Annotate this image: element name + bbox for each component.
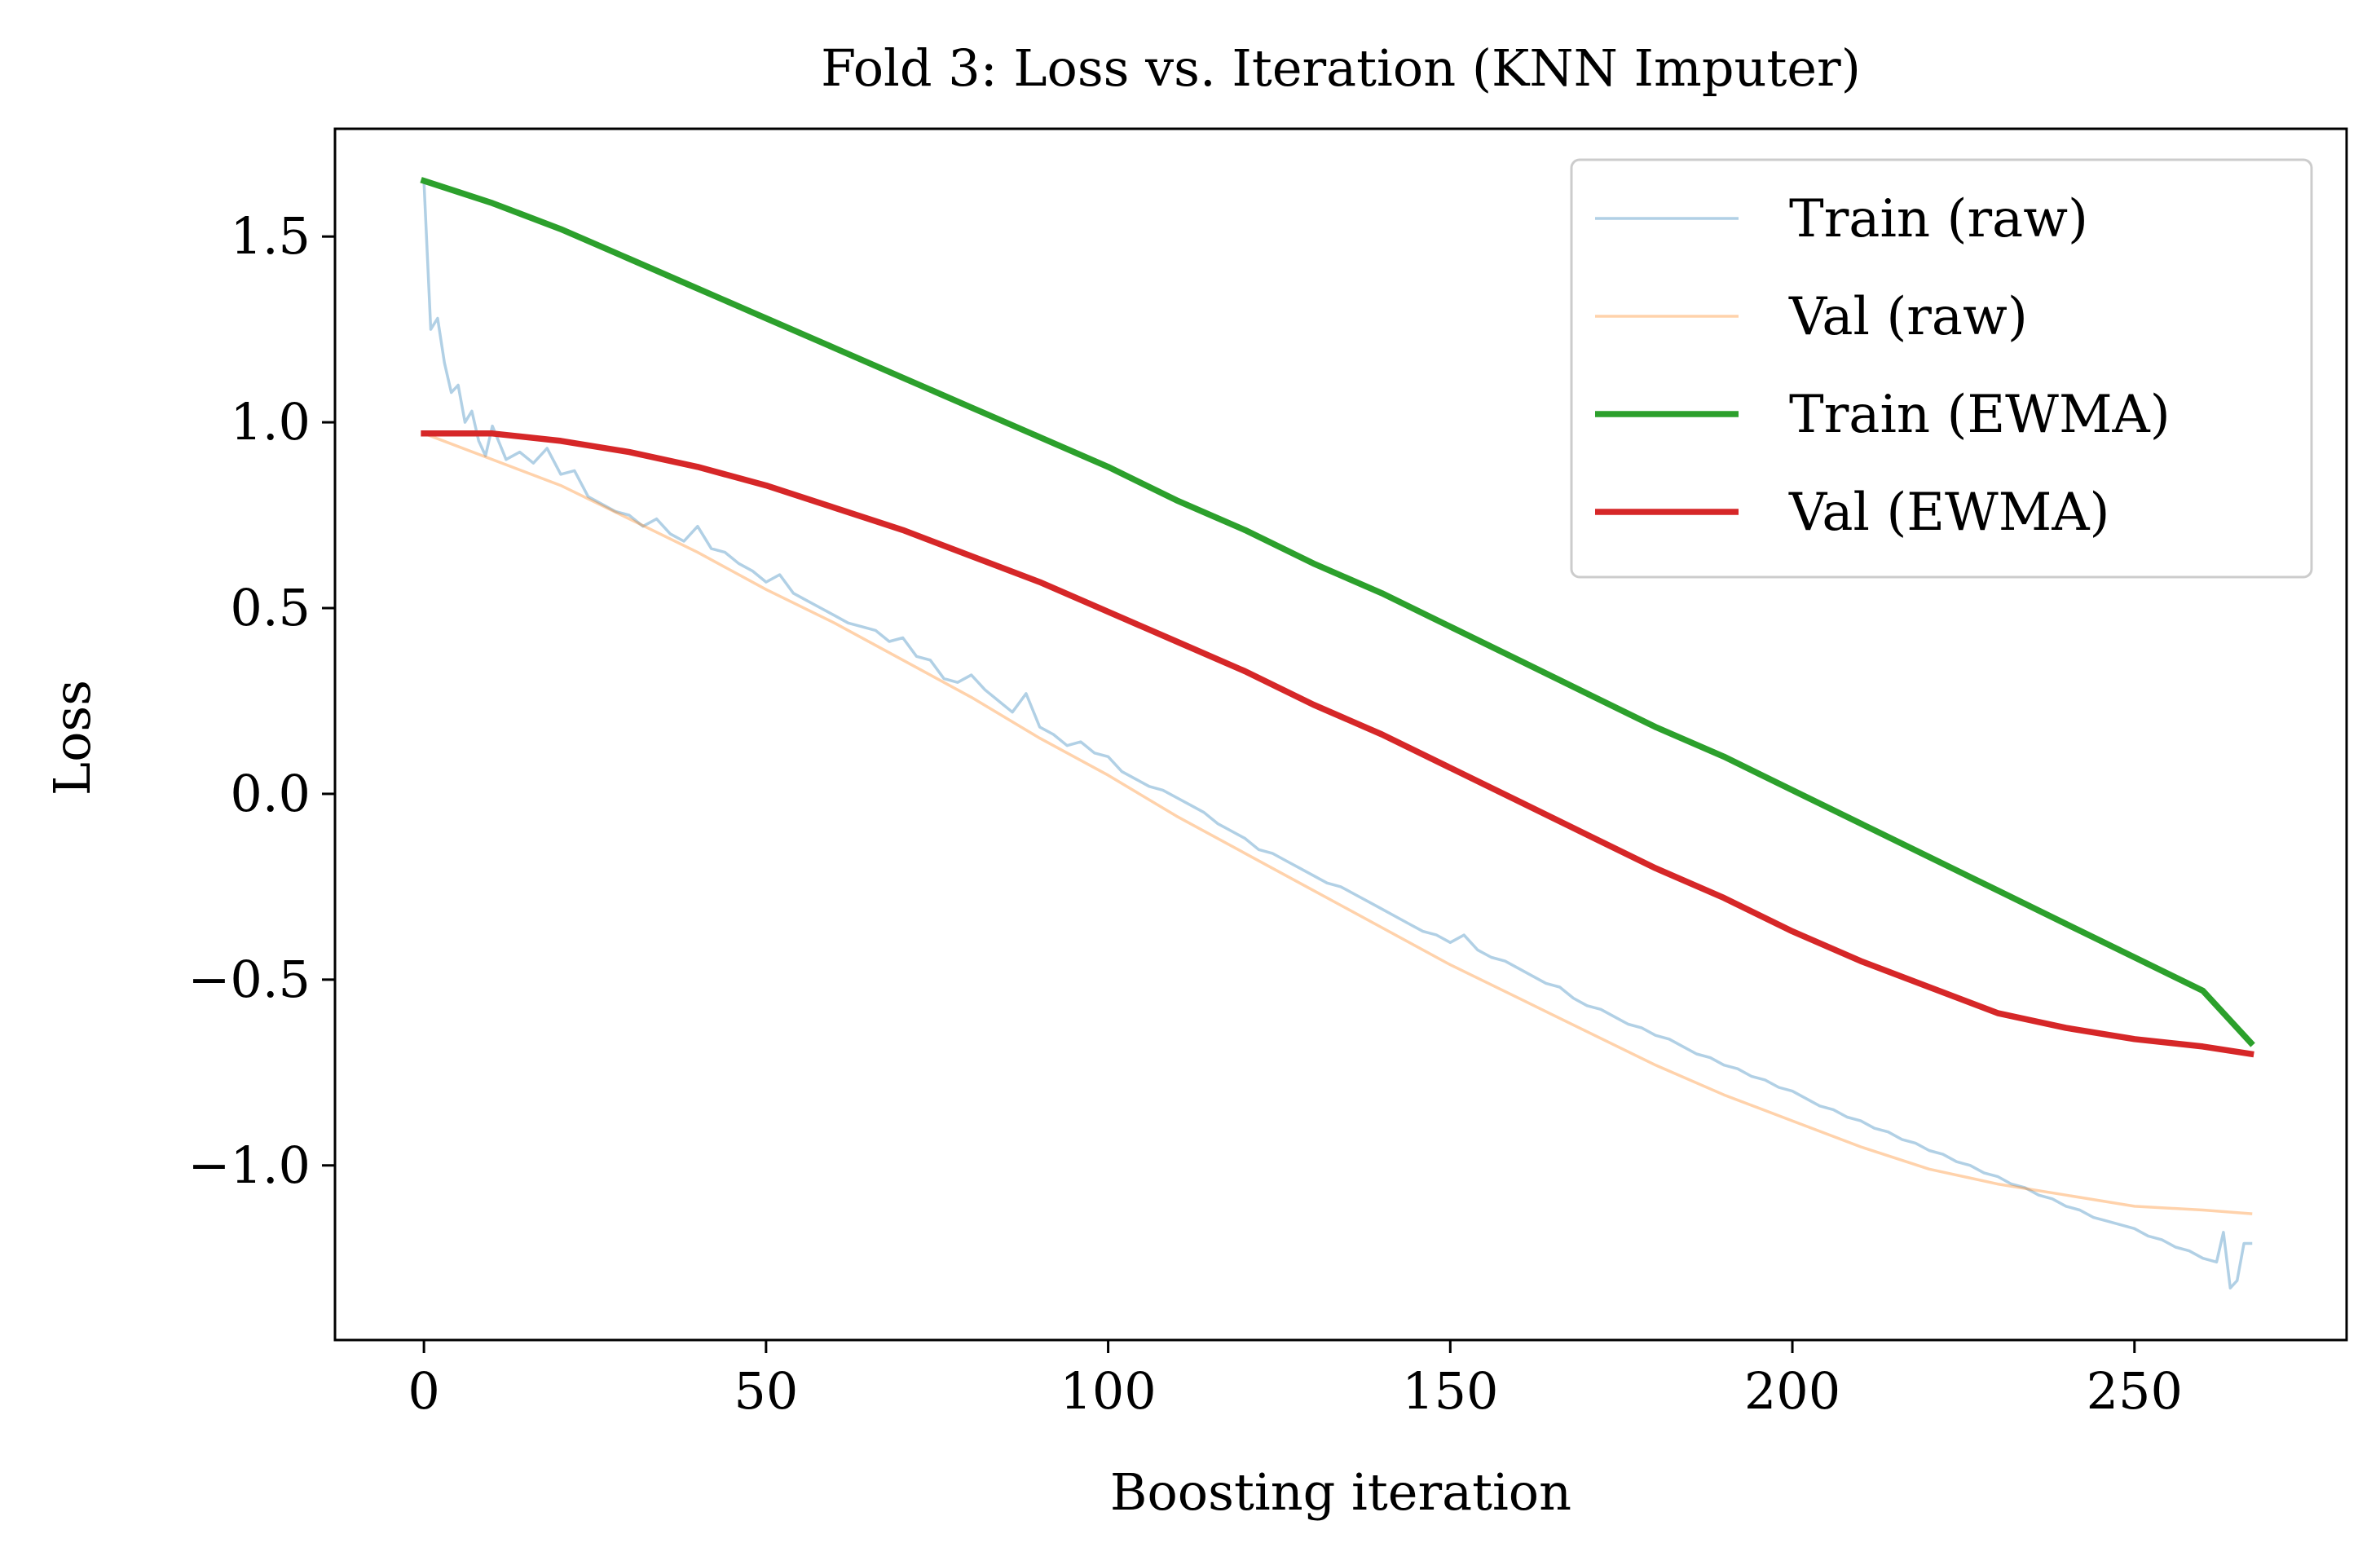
y-tick-label: 0.0 xyxy=(230,764,311,823)
legend-box xyxy=(1570,158,2313,579)
series-line-val-raw xyxy=(421,431,2253,1215)
y-tick-label: 0.5 xyxy=(230,578,311,637)
legend-label-val-raw: Val (raw) xyxy=(1788,287,2028,347)
x-tick-label: 100 xyxy=(1060,1361,1156,1421)
y-tick-label: −1.0 xyxy=(187,1135,311,1195)
x-tick-label: 250 xyxy=(2087,1361,2183,1421)
series-line-val-ewma xyxy=(421,430,2254,1058)
y-tick-label: 1.5 xyxy=(230,206,311,266)
chart-title: Fold 3: Loss vs. Iteration (KNN Imputer) xyxy=(821,38,1861,98)
series-line-train-ewma xyxy=(420,177,2255,1047)
y-tick-label: 1.0 xyxy=(230,392,311,452)
x-tick-label: 150 xyxy=(1402,1361,1498,1421)
legend: Train (raw) Val (raw) Train (EWMA) Val (EWM… xyxy=(1570,158,2313,579)
legend-entries: Train (raw) Val (raw) Train (EWMA) Val (EWM… xyxy=(1595,189,2171,543)
y-tick-label: −0.5 xyxy=(187,950,311,1009)
legend-label-train-ewma: Train (EWMA) xyxy=(1789,385,2171,445)
y-axis-ticks: 1.5 1.0 0.5 0.0 −0.5 −1.0 xyxy=(187,206,335,1195)
x-tick-label: 200 xyxy=(1744,1361,1840,1421)
legend-label-train-raw: Train (raw) xyxy=(1789,189,2088,249)
x-tick-label: 0 xyxy=(408,1361,439,1421)
plot-series-group xyxy=(420,177,2255,1289)
x-tick-label: 50 xyxy=(734,1361,798,1421)
legend-label-val-ewma: Val (EWMA) xyxy=(1788,483,2110,543)
y-axis-label: Loss xyxy=(42,680,102,796)
x-axis-label: Boosting iteration xyxy=(1110,1462,1571,1522)
plot-frame xyxy=(333,127,2348,1342)
x-axis-ticks: 0 50 100 150 200 250 xyxy=(408,1340,2183,1421)
series-line-train-raw xyxy=(422,179,2253,1289)
